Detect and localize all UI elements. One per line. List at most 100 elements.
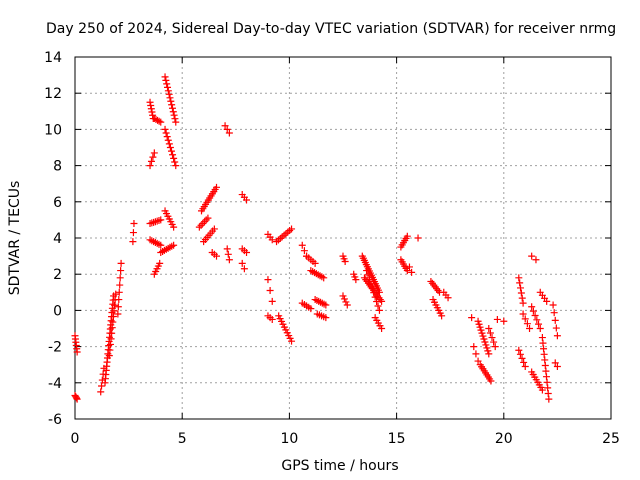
data-point xyxy=(199,220,207,228)
data-points xyxy=(71,73,561,403)
data-point xyxy=(288,337,296,345)
data-point xyxy=(114,303,122,311)
data-point xyxy=(171,158,179,166)
data-point xyxy=(73,395,81,403)
data-point xyxy=(195,223,203,231)
data-point xyxy=(516,279,524,287)
data-point xyxy=(114,310,122,318)
data-point xyxy=(486,329,494,337)
x-tick-label: 20 xyxy=(495,431,513,447)
data-point xyxy=(162,76,170,84)
y-tick-label: 8 xyxy=(53,159,62,175)
tick-labels: 0 5 10 15 20 25 -6 -4 -2 0 2 4 6 8 10 12 14 xyxy=(44,50,620,447)
data-point xyxy=(153,217,161,225)
data-point xyxy=(363,267,371,275)
data-point xyxy=(150,218,158,226)
data-point xyxy=(475,320,483,328)
data-point xyxy=(167,97,175,105)
data-point xyxy=(517,289,525,297)
data-point xyxy=(238,259,246,267)
data-point xyxy=(157,118,165,126)
data-point xyxy=(172,162,180,170)
data-point xyxy=(164,83,172,91)
data-point xyxy=(367,280,375,288)
y-tick-label: 10 xyxy=(44,122,62,138)
data-point xyxy=(340,295,348,303)
data-point xyxy=(146,98,154,106)
data-point xyxy=(438,312,446,320)
data-point xyxy=(553,363,561,371)
data-point xyxy=(352,276,360,284)
data-point xyxy=(484,347,492,355)
y-tick-label: 2 xyxy=(53,267,62,283)
data-point xyxy=(474,317,482,325)
data-point xyxy=(300,247,308,255)
data-point xyxy=(515,274,523,282)
data-point xyxy=(169,151,177,159)
y-tick-label: 0 xyxy=(53,303,62,319)
data-point xyxy=(223,125,231,133)
data-point xyxy=(521,363,529,371)
data-point xyxy=(157,216,165,224)
data-point xyxy=(408,268,416,276)
data-point xyxy=(169,108,177,116)
y-tick-label: 6 xyxy=(53,195,62,211)
data-point xyxy=(171,115,179,123)
data-point xyxy=(213,183,221,191)
data-point xyxy=(472,350,480,358)
data-point xyxy=(166,94,174,102)
y-tick-label: 4 xyxy=(53,231,62,247)
y-tick-label: -6 xyxy=(48,412,62,428)
data-point xyxy=(482,341,490,349)
data-point xyxy=(163,133,171,141)
data-point xyxy=(552,324,560,332)
data-point xyxy=(531,311,539,319)
data-point xyxy=(170,111,178,119)
data-point xyxy=(117,267,125,275)
data-point xyxy=(551,316,559,324)
data-point xyxy=(477,326,485,334)
data-point xyxy=(115,288,123,296)
data-point xyxy=(485,350,493,358)
data-point xyxy=(147,105,155,113)
data-point xyxy=(148,108,156,116)
data-point xyxy=(146,162,154,170)
data-point xyxy=(364,271,372,279)
data-point xyxy=(73,348,81,356)
data-point xyxy=(520,358,528,366)
data-point xyxy=(115,296,123,304)
data-point xyxy=(147,157,155,165)
data-point xyxy=(479,332,487,340)
data-point xyxy=(129,229,137,237)
data-point xyxy=(553,332,561,340)
data-point xyxy=(213,252,221,260)
data-point xyxy=(112,290,120,298)
data-point xyxy=(155,117,163,125)
data-point xyxy=(202,216,210,224)
data-point xyxy=(528,303,536,311)
data-point xyxy=(221,122,229,130)
data-point xyxy=(549,301,557,309)
data-point xyxy=(342,298,350,306)
data-point xyxy=(200,218,208,226)
data-point xyxy=(343,301,351,309)
x-tick-label: 25 xyxy=(602,431,620,447)
data-point xyxy=(516,350,524,358)
data-point xyxy=(519,310,527,318)
data-point xyxy=(168,104,176,112)
data-point xyxy=(164,87,172,95)
data-point xyxy=(322,301,330,309)
data-point xyxy=(266,286,274,294)
data-point xyxy=(487,377,495,385)
data-point xyxy=(154,116,162,124)
data-point xyxy=(98,382,106,390)
data-point xyxy=(148,219,156,227)
data-point xyxy=(518,294,526,302)
data-point xyxy=(243,248,251,256)
data-point xyxy=(170,223,178,231)
x-tick-label: 10 xyxy=(280,431,298,447)
data-point xyxy=(365,275,373,283)
data-point xyxy=(298,241,306,249)
data-point xyxy=(223,245,231,253)
